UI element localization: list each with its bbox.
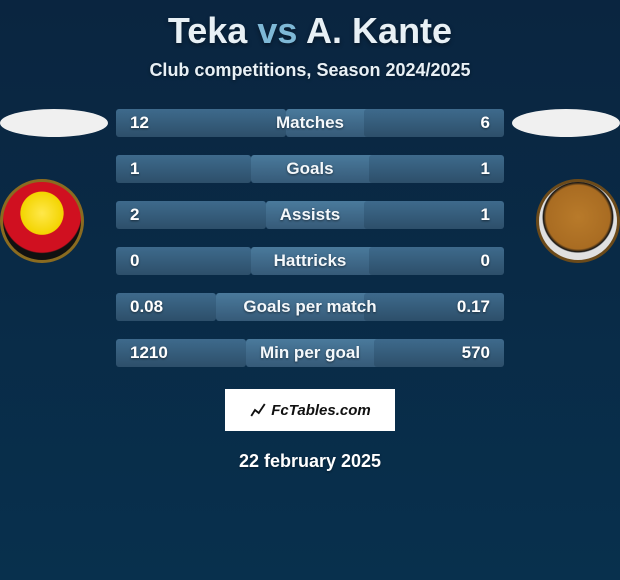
right-flag-icon: [512, 109, 620, 137]
stat-label: Matches: [116, 109, 504, 137]
stat-row: Min per goal1210 570: [116, 339, 504, 367]
stats-list: Matches126Goals11Assists21Hattricks00Goa…: [116, 109, 504, 367]
page-title: Teka vs A. Kante: [0, 0, 620, 52]
left-badge-column: [0, 109, 108, 263]
stat-value-left: 12: [130, 109, 149, 137]
stat-value-right: 0: [481, 247, 490, 275]
stat-value-left: 1: [130, 155, 139, 183]
stat-row: Hattricks0 0: [116, 247, 504, 275]
stat-row: Assists2 1: [116, 201, 504, 229]
date-label: 22 february 2025: [0, 451, 620, 472]
stat-value-left: 0: [130, 247, 139, 275]
stat-row: Goals1 1: [116, 155, 504, 183]
stat-value-left: 2: [130, 201, 139, 229]
vs-separator: vs: [257, 10, 297, 51]
stat-value-right: 0.17: [457, 293, 490, 321]
watermark: FcTables.com: [225, 389, 395, 431]
stat-row: Matches12 6: [116, 109, 504, 137]
stat-value-right: 570: [462, 339, 490, 367]
stat-label: Assists: [116, 201, 504, 229]
player-left-name: Teka: [168, 10, 247, 51]
stat-value-left: 1210: [130, 339, 168, 367]
comparison-panel: Matches126Goals11Assists21Hattricks00Goa…: [0, 109, 620, 367]
stat-row: Goals per match0.08 0.17: [116, 293, 504, 321]
right-badge-column: [512, 109, 620, 263]
left-flag-icon: [0, 109, 108, 137]
stat-label: Hattricks: [116, 247, 504, 275]
watermark-text: FcTables.com: [271, 402, 370, 419]
player-right-name: A. Kante: [306, 10, 452, 51]
right-club-crest-icon: [536, 179, 620, 263]
stat-label: Goals per match: [116, 293, 504, 321]
stat-label: Goals: [116, 155, 504, 183]
stat-value-right: 6: [481, 109, 490, 137]
stat-label: Min per goal: [116, 339, 504, 367]
subtitle: Club competitions, Season 2024/2025: [0, 60, 620, 81]
chart-icon: [249, 401, 267, 419]
stat-value-left: 0.08: [130, 293, 163, 321]
stat-value-right: 1: [481, 155, 490, 183]
left-club-crest-icon: [0, 179, 84, 263]
stat-value-right: 1: [481, 201, 490, 229]
